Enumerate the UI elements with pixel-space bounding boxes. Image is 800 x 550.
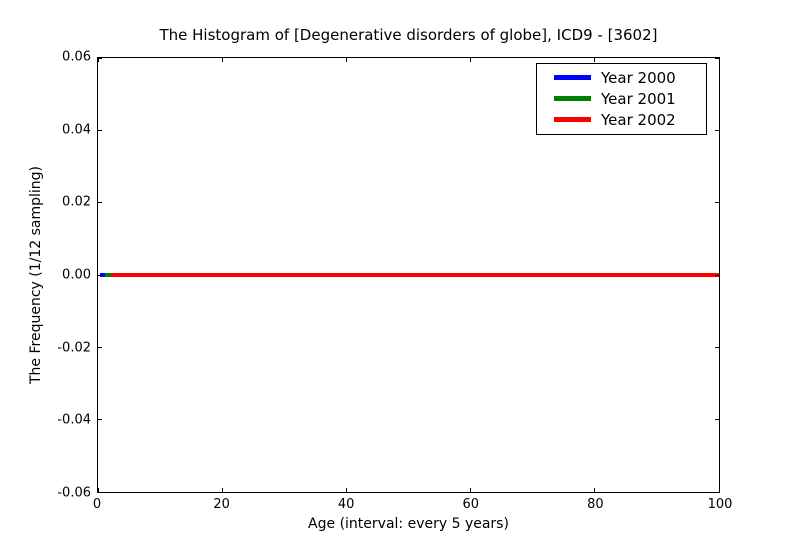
series-line-year-2002 [100, 273, 719, 277]
series-line-year-2001 [100, 273, 111, 277]
chart-title: The Histogram of [Degenerative disorders… [159, 26, 658, 44]
x-tick-label: 100 [707, 497, 733, 512]
y-tick-label: 0.06 [62, 49, 91, 65]
y-tick-mark [98, 274, 102, 276]
y-tick-label: -0.02 [57, 340, 91, 356]
legend-line-sample [554, 96, 591, 101]
x-tick-mark [718, 488, 720, 492]
y-tick-mark [715, 346, 719, 348]
x-axis-label: Age (interval: every 5 years) [308, 516, 509, 532]
y-tick-mark [715, 202, 719, 204]
x-tick-mark [97, 488, 99, 492]
y-tick-mark [98, 57, 102, 59]
y-axis-tick-labels: 0.06 0.04 0.02 0.00 -0.02 -0.04 -0.06 [0, 50, 91, 501]
x-tick-mark [345, 488, 347, 492]
y-tick-mark [715, 491, 719, 493]
legend-label: Year 2002 [601, 110, 676, 129]
x-tick-mark [594, 488, 596, 492]
x-tick-label: 0 [92, 497, 102, 512]
y-tick-mark [98, 346, 102, 348]
y-tick-mark [715, 274, 719, 276]
y-tick-mark [715, 57, 719, 59]
x-tick-label: 40 [337, 497, 355, 512]
legend-label: Year 2001 [601, 89, 676, 108]
legend-line-sample [554, 117, 591, 122]
x-tick-label: 60 [462, 497, 480, 512]
y-tick-label: 0.04 [62, 122, 91, 138]
legend-row: Year 2002 [537, 109, 706, 130]
legend: Year 2000 Year 2001 Year 2002 [536, 63, 707, 135]
legend-label: Year 2000 [601, 68, 676, 87]
x-tick-mark [221, 58, 223, 62]
y-tick-mark [715, 419, 719, 421]
y-tick-mark [98, 419, 102, 421]
series-line-year-2000 [100, 273, 105, 277]
y-tick-mark [715, 129, 719, 131]
x-tick-mark [221, 488, 223, 492]
plot-area: Year 2000 Year 2001 Year 2002 [97, 57, 720, 493]
y-tick-mark [98, 491, 102, 493]
y-tick-label: 0.00 [62, 267, 91, 283]
x-tick-mark [470, 488, 472, 492]
y-tick-label: -0.04 [57, 412, 91, 428]
y-tick-mark [98, 129, 102, 131]
x-tick-mark [345, 58, 347, 62]
y-tick-mark [98, 202, 102, 204]
y-tick-label: 0.02 [62, 194, 91, 210]
x-tick-mark [470, 58, 472, 62]
x-axis-tick-labels: 0 20 40 60 80 100 [93, 497, 733, 513]
y-tick-label: -0.06 [57, 485, 91, 501]
x-tick-mark [594, 58, 596, 62]
x-tick-label: 20 [213, 497, 230, 512]
legend-row: Year 2000 [537, 67, 706, 88]
x-tick-label: 80 [587, 497, 604, 512]
x-tick-mark [97, 58, 99, 62]
x-tick-mark [718, 58, 720, 62]
legend-row: Year 2001 [537, 88, 706, 109]
legend-line-sample [554, 75, 591, 80]
